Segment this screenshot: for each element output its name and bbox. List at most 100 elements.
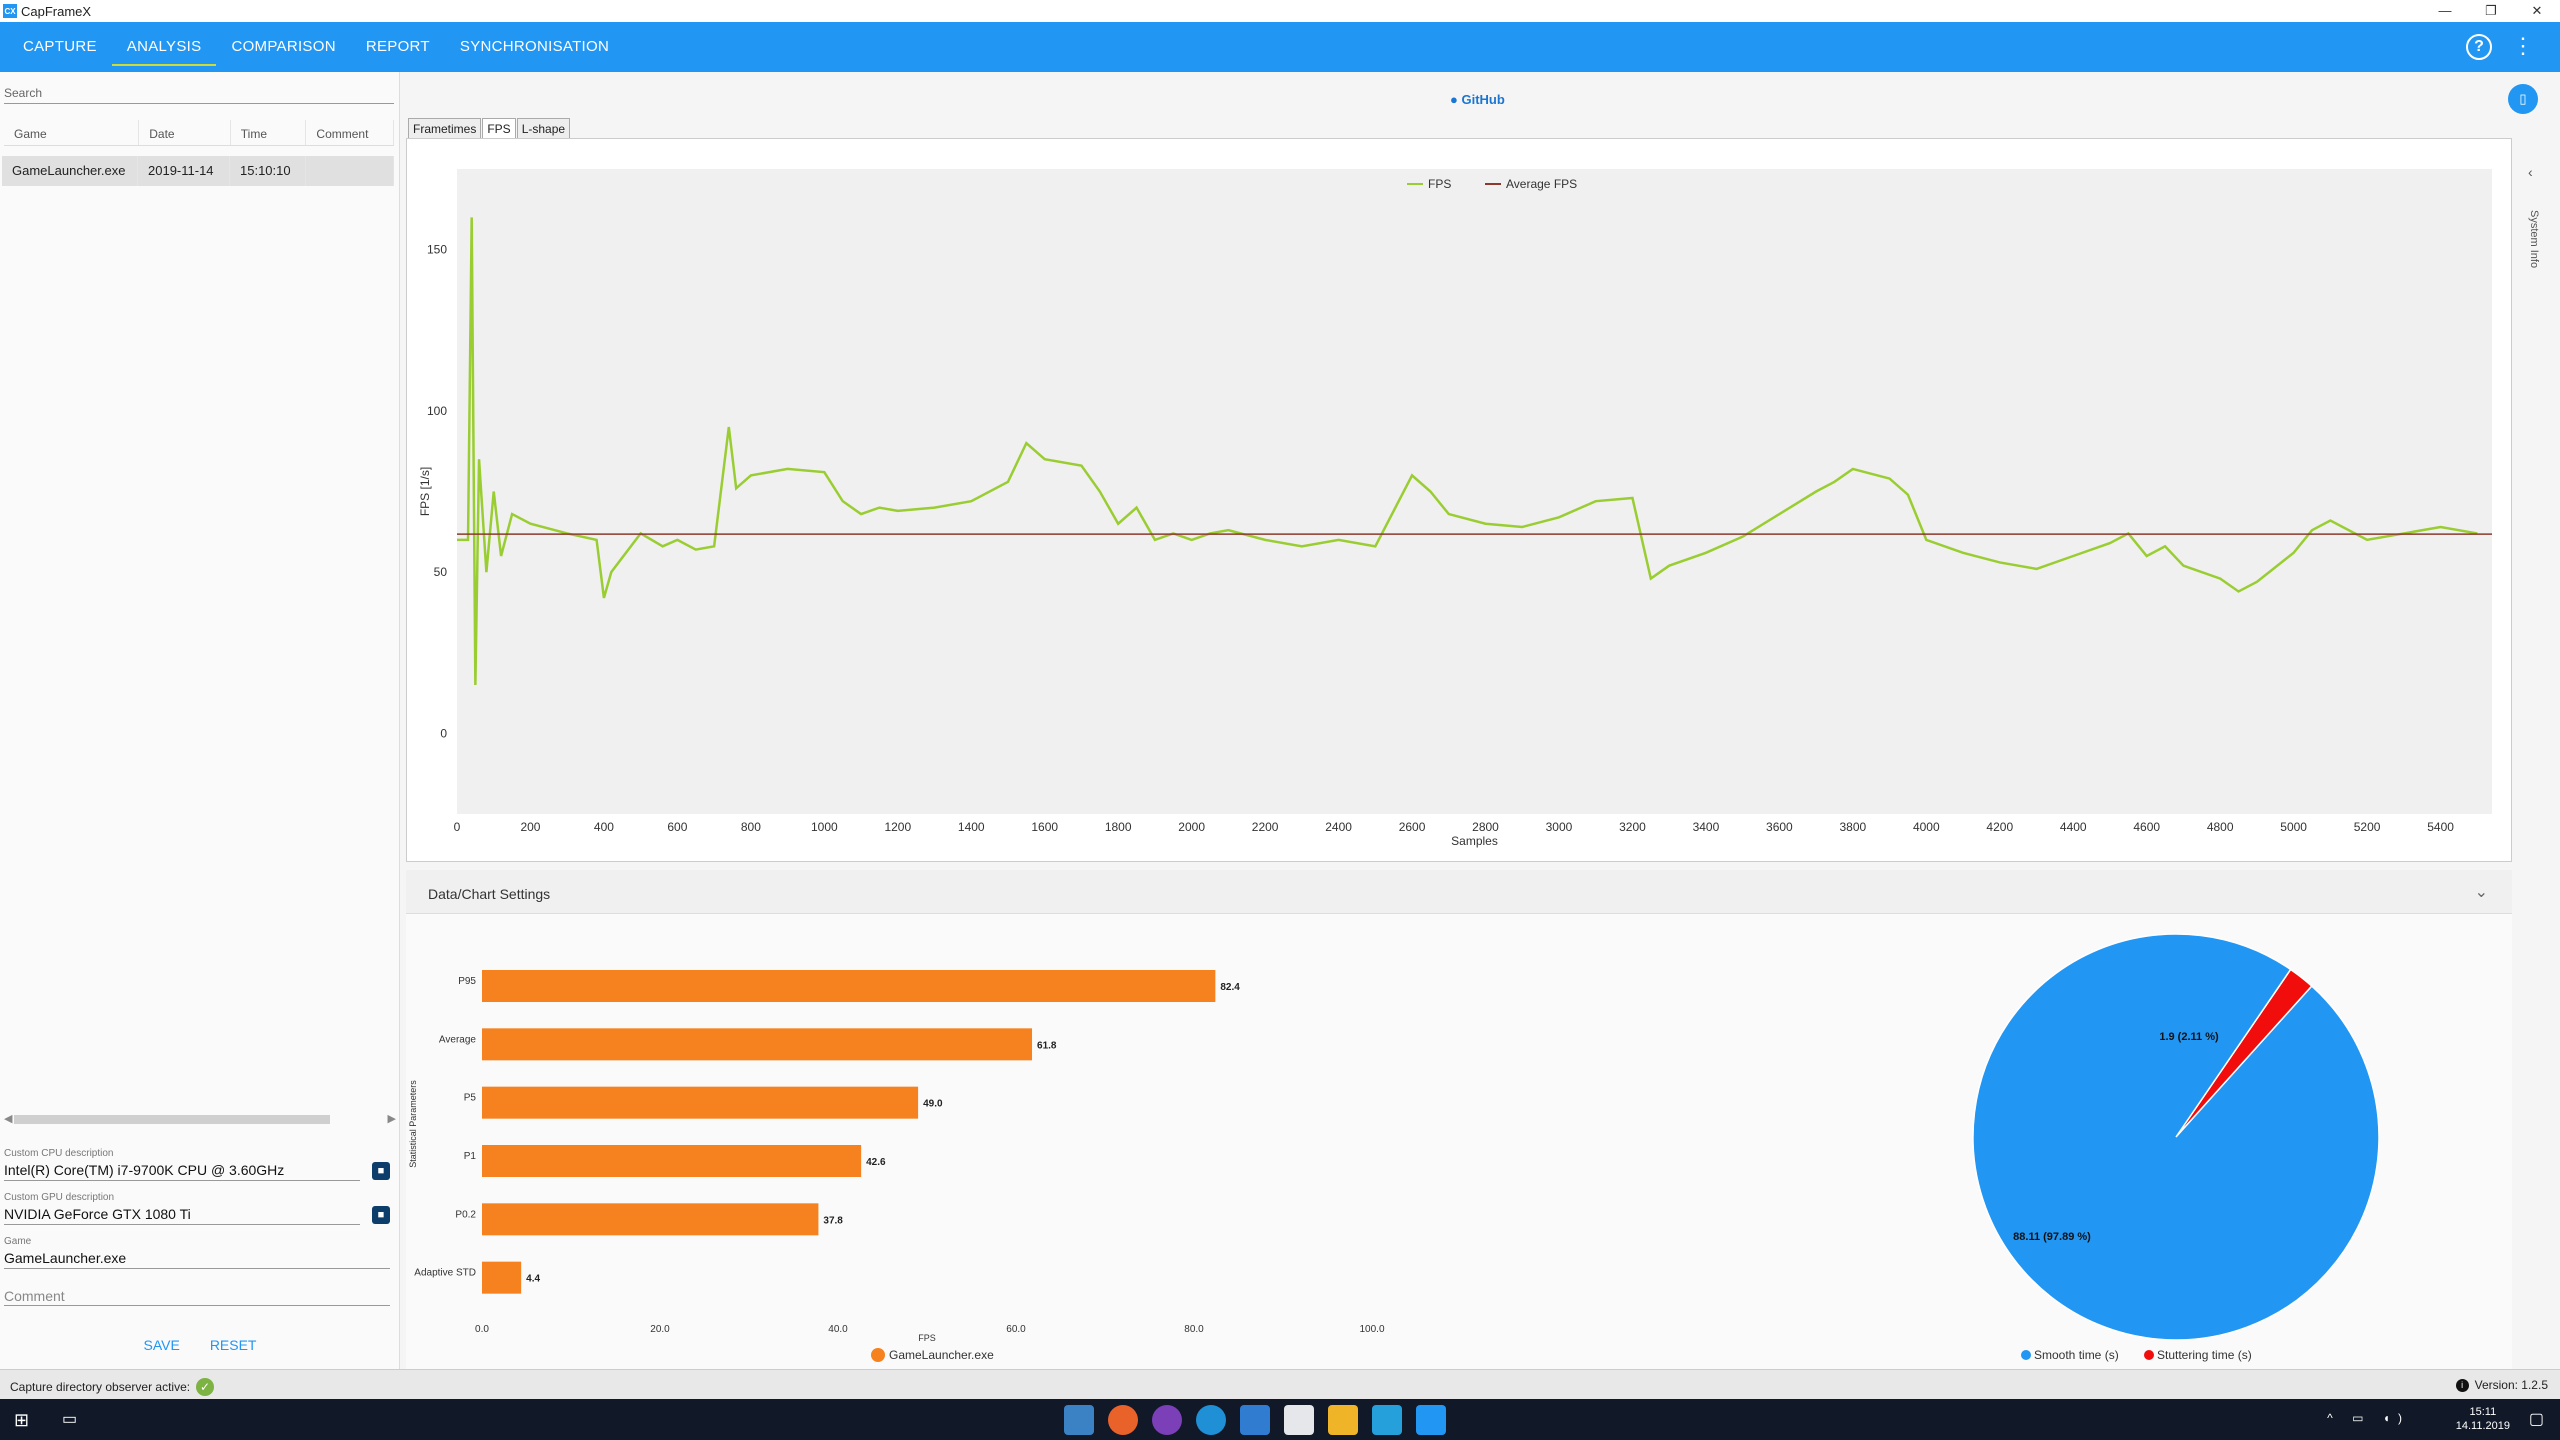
bar-value-label: 4.4: [526, 1274, 540, 1285]
minimize-button[interactable]: —: [2438, 3, 2452, 18]
firefox-icon[interactable]: [1108, 1405, 1138, 1435]
windows-start-icon[interactable]: ⊞: [14, 1410, 30, 1430]
x-tick-label: 1600: [1031, 820, 1058, 834]
save-button[interactable]: SAVE: [143, 1337, 180, 1353]
tool-icon[interactable]: [1284, 1405, 1314, 1435]
x-tick-label: 5200: [2354, 820, 2381, 834]
record-actions: SAVE RESET: [0, 1337, 400, 1353]
store-icon[interactable]: [1372, 1405, 1402, 1435]
system-info-label: System Info: [2528, 210, 2540, 269]
x-tick-label: 1800: [1105, 820, 1132, 834]
x-axis-label: FPS: [918, 1333, 936, 1343]
bar-category-label: P5: [464, 1093, 477, 1104]
game-input[interactable]: GameLauncher.exe: [4, 1247, 390, 1269]
column-header-game[interactable]: Game: [4, 120, 140, 145]
x-tick-label: 1000: [811, 820, 838, 834]
task-view-icon[interactable]: ▭: [62, 1411, 78, 1428]
statistics-area: P95 82.4 Average 61.8 P5 49.0 P1 42.6 P0.2 37.8 Ad…: [406, 914, 2512, 1369]
x-tick-label: 20.0: [650, 1324, 670, 1335]
tab-capture[interactable]: CAPTURE: [23, 38, 97, 55]
scroll-left-icon[interactable]: ◀: [4, 1113, 13, 1125]
github-link[interactable]: ● GitHub: [1450, 92, 1505, 107]
clock-date: 14.11.2019: [2455, 1420, 2510, 1432]
x-tick-label: 4600: [2133, 820, 2160, 834]
x-tick-label: 40.0: [828, 1324, 848, 1335]
records-table-header: Game Date Time Comment: [4, 120, 394, 146]
tab-report[interactable]: REPORT: [365, 38, 430, 55]
tab-l-shape[interactable]: L-shape: [516, 118, 571, 139]
x-tick-label: 2400: [1325, 820, 1352, 834]
clipboard-icon[interactable]: ▯: [2508, 84, 2538, 114]
capframex-icon[interactable]: [1416, 1405, 1446, 1435]
notifications-icon[interactable]: ▢: [2528, 1411, 2544, 1428]
column-header-comment[interactable]: Comment: [306, 120, 394, 145]
pinned-apps: [1064, 1405, 1446, 1435]
column-header-time[interactable]: Time: [231, 120, 307, 145]
legend-label: FPS: [1428, 177, 1451, 191]
column-header-date[interactable]: Date: [139, 120, 231, 145]
x-tick-label: 3800: [1839, 820, 1866, 834]
status-bar: Capture directory observer active: ✓ i V…: [0, 1369, 2560, 1399]
x-tick-label: 0: [454, 820, 461, 834]
info-icon[interactable]: i: [2455, 1378, 2469, 1392]
chevron-down-icon[interactable]: ⌄: [2474, 884, 2488, 901]
bar-category-label: P95: [458, 976, 476, 987]
records-panel: Search Game Date Time Comment GameLaunch…: [0, 72, 400, 1369]
data-chart-settings-header[interactable]: Data/Chart Settings ⌄: [406, 870, 2512, 914]
chat-icon[interactable]: [1240, 1405, 1270, 1435]
x-tick-label: 3400: [1693, 820, 1720, 834]
save-gpu-icon[interactable]: ■: [372, 1206, 390, 1224]
scroll-right-icon[interactable]: ▶: [387, 1113, 396, 1125]
table-row[interactable]: GameLauncher.exe 2019-11-14 15:10:10: [2, 156, 394, 186]
x-tick-label: 4200: [1986, 820, 2013, 834]
legend-label: Average FPS: [1506, 177, 1577, 191]
restore-button[interactable]: ❐: [2485, 3, 2497, 18]
system-tray-icons[interactable]: ^ ▭ ◖): [2327, 1411, 2410, 1425]
bar-category-label: Adaptive STD: [414, 1268, 476, 1279]
horizontal-scrollbar[interactable]: ◀ ▶: [4, 1112, 396, 1126]
file-explorer-icon[interactable]: [1328, 1405, 1358, 1435]
gpu-description-input[interactable]: NVIDIA GeForce GTX 1080 Ti: [4, 1203, 360, 1225]
outlook-icon[interactable]: [1064, 1405, 1094, 1435]
reset-button[interactable]: RESET: [209, 1337, 257, 1353]
x-tick-label: 0.0: [475, 1324, 489, 1335]
search-input[interactable]: Search: [4, 82, 394, 104]
comment-input[interactable]: Comment: [4, 1282, 390, 1306]
more-options-icon[interactable]: ⋮: [2512, 33, 2534, 58]
bar: [482, 1203, 819, 1236]
tab-synchronisation[interactable]: SYNCHRONISATION: [459, 38, 610, 55]
legend-label: Stuttering time (s): [2157, 1348, 2252, 1362]
system-info-drawer[interactable]: ‹ System Info: [2514, 150, 2554, 350]
tab-analysis[interactable]: ANALYSIS: [111, 24, 217, 66]
save-cpu-icon[interactable]: ■: [372, 1162, 390, 1180]
app-icon: CX: [3, 4, 17, 18]
cpu-description-input[interactable]: Intel(R) Core(TM) i7-9700K CPU @ 3.60GHz: [4, 1159, 360, 1181]
x-tick-label: 800: [741, 820, 761, 834]
tor-icon[interactable]: [1152, 1405, 1182, 1435]
game-label: Game: [4, 1236, 32, 1247]
bar-category-label: P1: [464, 1151, 477, 1162]
pie-label-stuttering: 1.9 (2.11 %): [2159, 1031, 2219, 1043]
bar: [482, 1261, 522, 1294]
tab-comparison[interactable]: COMPARISON: [231, 38, 336, 55]
x-tick-label: 3000: [1546, 820, 1573, 834]
x-axis-label: Samples: [1451, 834, 1498, 848]
bar-category-label: P0.2: [455, 1209, 476, 1220]
x-tick-label: 2800: [1472, 820, 1499, 834]
legend-swatch: [2144, 1350, 2154, 1360]
x-tick-label: 4800: [2207, 820, 2234, 834]
help-icon[interactable]: ?: [2466, 34, 2492, 60]
settings-title: Data/Chart Settings: [428, 886, 551, 902]
x-tick-label: 2600: [1399, 820, 1426, 834]
tab-fps[interactable]: FPS: [482, 118, 516, 139]
edge-icon[interactable]: [1196, 1405, 1226, 1435]
tab-frametimes[interactable]: Frametimes: [408, 118, 482, 139]
gpu-description-field: Custom GPU description NVIDIA GeForce GT…: [4, 1192, 390, 1225]
scrollbar-thumb[interactable]: [14, 1115, 330, 1124]
x-tick-label: 1200: [884, 820, 911, 834]
close-button[interactable]: ✕: [2531, 3, 2543, 18]
clock[interactable]: 15:11 14.11.2019: [2456, 1405, 2510, 1433]
pie-slice-smooth: [1972, 933, 2380, 1341]
bar-value-label: 49.0: [923, 1099, 943, 1110]
chevron-left-icon[interactable]: ‹: [2528, 164, 2533, 180]
